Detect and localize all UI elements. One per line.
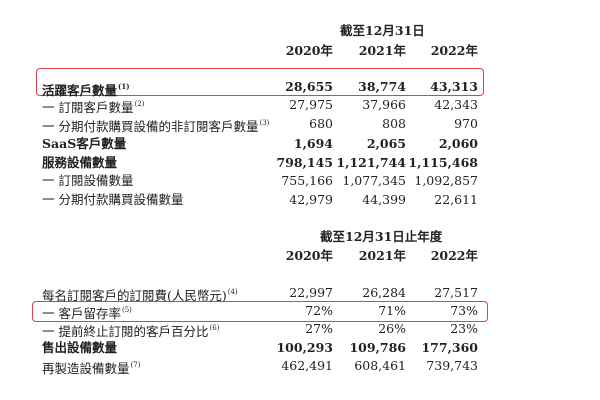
row-label-text: 活躍客戶數量 (42, 83, 118, 98)
cell-2022: 970 (454, 116, 478, 131)
cell-2020: 462,491 (281, 358, 333, 373)
row-label: 一 客戶留存率(5) (42, 301, 132, 323)
row-label-text: 一 分期付款購買設備的非訂閱客戶數量 (42, 119, 259, 134)
table-row: 一 分期付款購買設備的非訂閱客戶數量(3) 680 808 970 (42, 114, 480, 136)
table-row: 活躍客戶數量(1) 28,655 38,774 43,313 (42, 77, 480, 98)
row-label: 一 分期付款購買設備的非訂閱客戶數量(3) (42, 114, 269, 136)
cell-2020: 72% (305, 303, 333, 318)
cell-2021: 608,461 (354, 358, 406, 373)
row-label: 一 訂閱客戶數量(2) (42, 95, 144, 117)
table-row: 一 提前終止訂閱的客戶百分比(6) 27% 26% 23% (42, 319, 480, 341)
row-label-text: 一 客戶留存率 (42, 306, 121, 321)
row-label-text: 服務設備數量 (42, 155, 118, 170)
row-label: 一 訂閱設備數量 (42, 171, 133, 190)
cell-2021: 26,284 (362, 285, 406, 300)
cell-2022: 27,517 (434, 285, 478, 300)
cell-2022: 1,115,468 (408, 155, 478, 170)
footnote-marker: (4) (227, 288, 238, 296)
cell-2020: 755,166 (281, 173, 333, 188)
cell-2021: 37,966 (362, 97, 406, 112)
cell-2020: 100,293 (276, 340, 333, 355)
cell-2020: 42,979 (289, 192, 333, 207)
footnote-marker: (3) (259, 119, 270, 127)
cell-2021: 26% (378, 321, 406, 336)
year-header-2020: 2020年 (285, 248, 333, 263)
table-row: 一 訂閱設備數量 755,166 1,077,345 1,092,857 (42, 171, 480, 190)
section1-header: 截至12月31日 (340, 23, 425, 38)
row-label: SaaS客戶數量 (42, 134, 126, 153)
row-label-text: 每名訂閱客戶的訂閱費(人民幣元) (42, 288, 227, 303)
cell-2021: 109,786 (349, 340, 406, 355)
footnote-marker: (5) (121, 306, 132, 314)
cell-2021: 2,065 (366, 136, 406, 151)
table-row: 一 訂閱客戶數量(2) 27,975 37,966 42,343 (42, 95, 480, 117)
highlight-box-active-customers (36, 68, 484, 96)
cell-2021: 38,774 (358, 79, 406, 94)
cell-2020: 680 (309, 116, 333, 131)
year-header-2022: 2022年 (430, 248, 478, 263)
cell-2021: 1,121,744 (336, 155, 406, 170)
year-header-2021: 2021年 (358, 43, 406, 58)
table-row: 每名訂閱客戶的訂閱費(人民幣元)(4) 22,997 26,284 27,517 (42, 283, 480, 305)
cell-2022: 177,360 (421, 340, 478, 355)
cell-2020: 1,694 (293, 136, 333, 151)
cell-2020: 22,997 (289, 285, 333, 300)
table-row: 再製造設備數量(7) 462,491 608,461 739,743 (42, 356, 480, 378)
row-label: 每名訂閱客戶的訂閱費(人民幣元)(4) (42, 283, 238, 305)
row-label: 服務設備數量 (42, 153, 117, 172)
cell-2021: 44,399 (362, 192, 406, 207)
cell-2022: 739,743 (426, 358, 478, 373)
row-label-text: SaaS客戶數量 (42, 136, 127, 151)
row-label: 再製造設備數量(7) (42, 356, 140, 378)
footnote-marker: (6) (209, 324, 220, 332)
row-label-text: 一 提前終止訂閱的客戶百分比 (42, 324, 209, 339)
table-row: 一 分期付款購買設備數量 42,979 44,399 22,611 (42, 190, 480, 209)
row-label: 活躍客戶數量(1) (42, 77, 130, 100)
cell-2020: 798,145 (276, 155, 333, 170)
cell-2022: 1,092,857 (414, 173, 478, 188)
cell-2022: 2,060 (438, 136, 478, 151)
footnote-marker: (7) (130, 361, 141, 369)
row-label: 一 提前終止訂閱的客戶百分比(6) (42, 319, 219, 341)
row-label-text: 一 分期付款購買設備數量 (42, 192, 184, 207)
cell-2022: 42,343 (434, 97, 478, 112)
cell-2022: 73% (450, 303, 478, 318)
highlight-box-retention-rate (32, 301, 488, 322)
section2-header: 截至12月31日止年度 (320, 229, 443, 244)
row-label-text: 一 訂閱設備數量 (42, 173, 134, 188)
table-row: 售出設備數量 100,293 109,786 177,360 (42, 338, 480, 357)
table-row: 一 客戶留存率(5) 72% 71% 73% (42, 301, 480, 323)
row-label: 售出設備數量 (42, 338, 117, 357)
row-label: 一 分期付款購買設備數量 (42, 190, 183, 209)
cell-2021: 1,077,345 (342, 173, 406, 188)
cell-2021: 808 (382, 116, 406, 131)
year-header-2021: 2021年 (358, 248, 406, 263)
year-header-2022: 2022年 (430, 43, 478, 58)
cell-2022: 22,611 (434, 192, 478, 207)
cell-2021: 71% (378, 303, 406, 318)
row-label-text: 再製造設備數量 (42, 361, 130, 376)
year-header-2020: 2020年 (285, 43, 333, 58)
row-label-text: 售出設備數量 (42, 340, 118, 355)
table-row: 服務設備數量 798,145 1,121,744 1,115,468 (42, 153, 480, 172)
row-label-text: 一 訂閱客戶數量 (42, 100, 134, 115)
footnote-marker: (1) (118, 82, 130, 91)
cell-2020: 28,655 (285, 79, 333, 94)
cell-2020: 27% (305, 321, 333, 336)
cell-2022: 43,313 (430, 79, 478, 94)
table-row: SaaS客戶數量 1,694 2,065 2,060 (42, 134, 480, 153)
cell-2022: 23% (450, 321, 478, 336)
footnote-marker: (2) (134, 100, 145, 108)
cell-2020: 27,975 (289, 97, 333, 112)
